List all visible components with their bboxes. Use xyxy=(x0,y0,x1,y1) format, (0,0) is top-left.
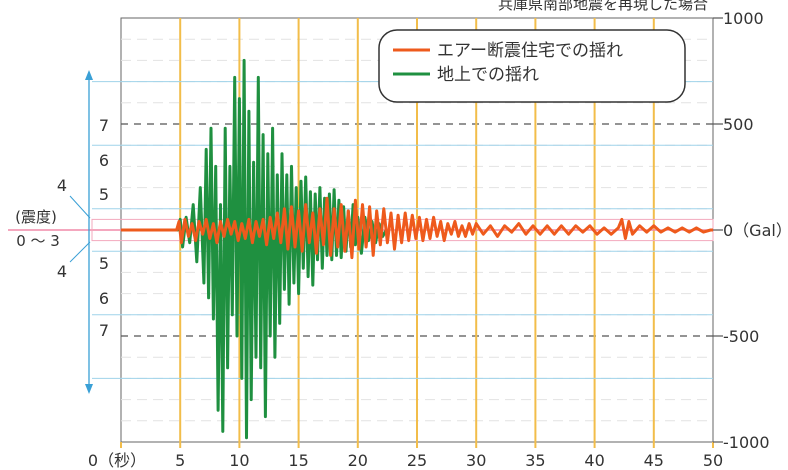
intensity-connector xyxy=(69,195,91,219)
intensity-label-lower: 4 xyxy=(57,262,67,281)
intensity-arrow-head-down xyxy=(85,384,93,394)
legend-label: 地上での揺れ xyxy=(437,65,539,85)
series-line xyxy=(121,196,713,260)
x-tick-label: 15 xyxy=(288,451,308,470)
intensity-title: (震度) xyxy=(15,208,57,226)
y-tick-label: -1000 xyxy=(723,433,770,452)
chart-title: 兵庫県南部地震を再現した場合 xyxy=(498,0,708,13)
x-tick-label: 45 xyxy=(644,451,664,470)
intensity-label-upper: 7 xyxy=(99,116,109,135)
intensity-label-lower: 6 xyxy=(99,289,109,308)
y-tick-label: 1000 xyxy=(723,9,764,28)
x-tick-label: 20 xyxy=(348,451,368,470)
legend-label: エアー断震住宅での揺れ xyxy=(437,41,623,61)
intensity-arrow-head-up xyxy=(85,70,93,80)
series-line xyxy=(121,58,388,440)
legend-box xyxy=(378,29,686,103)
x-tick-label: 35 xyxy=(525,451,545,470)
intensity-label-upper: 4 xyxy=(57,176,67,195)
x-tick-label: 50 xyxy=(703,451,723,470)
intensity-label-lower: 7 xyxy=(99,321,109,340)
intensity-connector xyxy=(69,241,91,263)
y-tick-label: 500 xyxy=(723,115,754,134)
x-tick-label: 10 xyxy=(229,451,249,470)
x-tick-label: 40 xyxy=(584,451,604,470)
x-tick-label: 0（秒） xyxy=(88,451,146,470)
intensity-label-upper: 5 xyxy=(99,185,109,204)
y-tick-label: -500 xyxy=(723,327,759,346)
y-tick-label: 0（Gal） xyxy=(723,221,788,240)
x-tick-label: 5 xyxy=(175,451,185,470)
intensity-center-label: 0 ～ 3 xyxy=(16,232,60,250)
x-tick-label: 25 xyxy=(407,451,427,470)
x-tick-label: 30 xyxy=(466,451,486,470)
intensity-label-upper: 6 xyxy=(99,151,109,170)
intensity-label-lower: 5 xyxy=(99,254,109,273)
